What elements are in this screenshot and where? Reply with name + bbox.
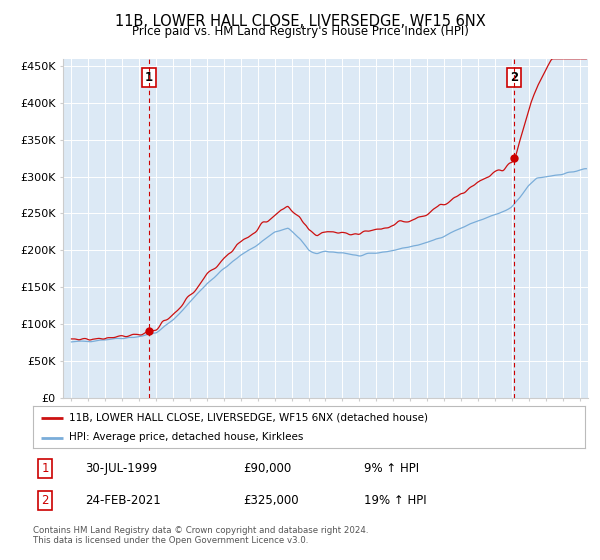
Text: 11B, LOWER HALL CLOSE, LIVERSEDGE, WF15 6NX: 11B, LOWER HALL CLOSE, LIVERSEDGE, WF15 … [115,14,485,29]
Text: 2: 2 [41,494,49,507]
Text: 30-JUL-1999: 30-JUL-1999 [85,462,158,475]
Text: 1: 1 [145,71,153,84]
Text: This data is licensed under the Open Government Licence v3.0.: This data is licensed under the Open Gov… [33,536,308,545]
Text: 19% ↑ HPI: 19% ↑ HPI [364,494,427,507]
Text: £90,000: £90,000 [243,462,291,475]
Text: Price paid vs. HM Land Registry's House Price Index (HPI): Price paid vs. HM Land Registry's House … [131,25,469,38]
Text: 11B, LOWER HALL CLOSE, LIVERSEDGE, WF15 6NX (detached house): 11B, LOWER HALL CLOSE, LIVERSEDGE, WF15 … [69,413,428,423]
Text: 2: 2 [510,71,518,84]
Text: 9% ↑ HPI: 9% ↑ HPI [364,462,419,475]
Text: Contains HM Land Registry data © Crown copyright and database right 2024.: Contains HM Land Registry data © Crown c… [33,526,368,535]
Text: £325,000: £325,000 [243,494,298,507]
Text: 24-FEB-2021: 24-FEB-2021 [85,494,161,507]
Text: 1: 1 [41,462,49,475]
Text: HPI: Average price, detached house, Kirklees: HPI: Average price, detached house, Kirk… [69,432,303,442]
